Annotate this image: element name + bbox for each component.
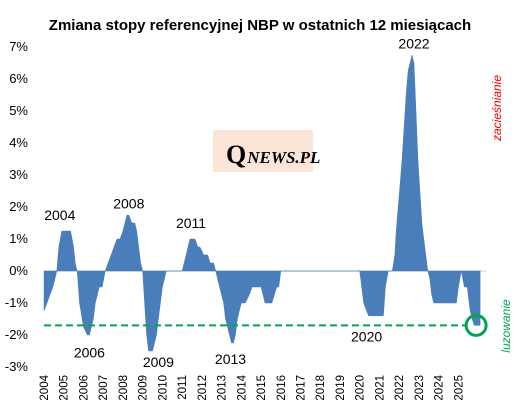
x-tick-label: 2021 [374, 375, 386, 401]
y-tick-label: 0% [9, 263, 28, 278]
y-tick-label: -2% [5, 327, 29, 342]
y-tick-label: 7% [9, 39, 28, 54]
year-annotation: 2004 [44, 207, 75, 223]
x-tick-label: 2010 [157, 375, 169, 401]
current-value-marker [464, 313, 488, 337]
x-tick-label: 2018 [315, 375, 327, 401]
y-tick-label: 1% [9, 231, 28, 246]
logo-text: QNEWS.PL [226, 140, 320, 169]
x-axis: 2004 2005 2006 2007 2008 2009 2010 2011 2012 2013… [39, 374, 465, 400]
reference-line-layer [44, 313, 488, 337]
year-annotation: 2022 [398, 36, 429, 52]
logo: QNEWS.PL [213, 130, 320, 172]
area-series [43, 54, 481, 352]
x-tick-label: 2006 [79, 375, 91, 401]
logo-rest: NEWS.PL [246, 148, 320, 167]
side-label-easing: luzowanie [499, 299, 513, 353]
x-tick-label: 2024 [434, 374, 446, 400]
y-tick-label: 6% [9, 71, 28, 86]
year-annotations: 2004 2006 2008 2009 2011 2013 2020 2022 [44, 36, 430, 370]
logo-background [213, 130, 313, 172]
x-tick-label: 2020 [355, 375, 367, 401]
year-annotation: 2008 [113, 196, 144, 212]
x-tick-label: 2015 [256, 375, 268, 401]
y-tick-label: 3% [9, 167, 28, 182]
x-tick-label: 2007 [98, 375, 110, 401]
x-tick-label: 2022 [394, 375, 406, 401]
x-tick-label: 2004 [39, 374, 51, 400]
side-label-tightening: zacieśnianie [490, 75, 504, 142]
x-tick-label: 2009 [138, 375, 150, 401]
year-annotation: 2020 [351, 328, 382, 344]
x-tick-label: 2008 [118, 375, 130, 401]
y-tick-label: -3% [5, 359, 29, 374]
y-tick-label: 4% [9, 135, 28, 150]
x-tick-label: 2016 [276, 375, 288, 401]
year-annotation: 2013 [215, 351, 246, 367]
x-tick-label: 2017 [296, 375, 308, 401]
chart-title: Zmiana stopy referencyjnej NBP w ostatni… [49, 17, 471, 34]
y-tick-label: 5% [9, 103, 28, 118]
x-tick-label: 2014 [236, 374, 248, 400]
x-tick-label: 2025 [453, 375, 465, 401]
area-series-path [43, 54, 481, 352]
y-tick-label: -1% [5, 295, 29, 310]
year-annotation: 2011 [176, 215, 206, 231]
x-tick-label: 2019 [335, 375, 347, 401]
year-annotation: 2006 [74, 344, 105, 360]
x-tick-label: 2012 [197, 375, 209, 401]
y-tick-label: 2% [9, 199, 28, 214]
logo-q: Q [226, 140, 246, 169]
x-tick-label: 2013 [217, 375, 229, 401]
year-annotation: 2009 [143, 354, 174, 370]
x-tick-label: 2005 [59, 375, 71, 401]
y-axis: 7% 6% 5% 4% 3% 2% 1% 0% -1% -2% -3% [5, 39, 29, 374]
x-tick-label: 2023 [414, 375, 426, 401]
x-tick-label: 2011 [177, 375, 189, 400]
